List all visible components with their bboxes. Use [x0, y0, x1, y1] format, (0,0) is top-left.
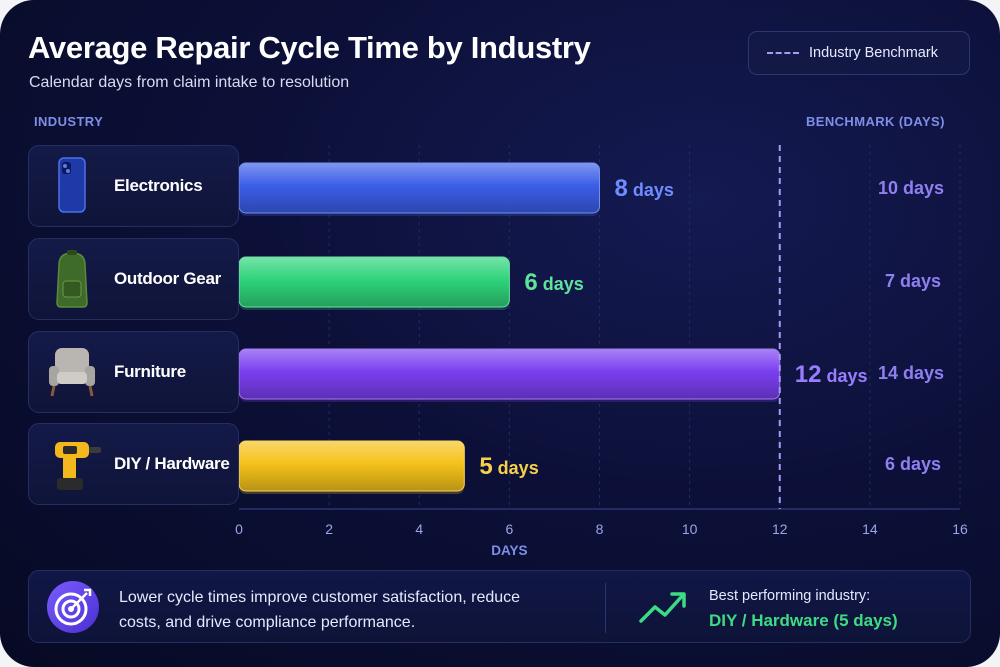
target-icon [46, 580, 100, 634]
x-tick-label: 10 [682, 521, 698, 537]
bar [238, 256, 510, 308]
power-drill-icon [37, 432, 107, 496]
footer-divider [605, 583, 606, 633]
bar-value-label: 8 days [615, 175, 674, 202]
industry-card-electronics: Electronics [28, 145, 239, 227]
bar [238, 162, 600, 214]
legend-label: Industry Benchmark [809, 45, 938, 61]
x-axis-title: DAYS [491, 543, 527, 558]
x-tick-label: 14 [862, 521, 878, 537]
x-tick-label: 8 [596, 521, 604, 537]
smartphone-icon [37, 154, 107, 218]
insight-footer: Lower cycle times improve customer satis… [28, 570, 971, 643]
backpack-icon [37, 247, 107, 311]
benchmark-value-diy-hardware: 6 days [885, 454, 942, 474]
bar [238, 348, 781, 400]
industry-card-furniture: Furniture [28, 331, 239, 413]
trend-up-icon [639, 589, 689, 625]
x-tick-label: 4 [415, 521, 423, 537]
chart-subtitle: Calendar days from claim intake to resol… [29, 74, 350, 91]
benchmark-value-outdoor-gear: 7 days [885, 271, 942, 291]
industry-label-diy-hardware: DIY / Hardware [114, 454, 230, 473]
bar-value-label: 6 days [524, 269, 583, 296]
benchmark-legend-swatch [767, 52, 799, 54]
legend: Industry Benchmark [748, 31, 970, 75]
chart-title: Average Repair Cycle Time by Industry [28, 30, 591, 65]
bar [238, 440, 465, 492]
armchair-icon [37, 340, 107, 404]
x-tick-label: 16 [952, 521, 968, 537]
bar-value-label: 5 days [479, 453, 538, 480]
x-tick-label: 6 [505, 521, 513, 537]
x-tick-label: 12 [772, 521, 788, 537]
benchmark-value-electronics: 10 days [878, 178, 945, 198]
industry-card-diy-hardware: DIY / Hardware [28, 423, 239, 505]
industry-card-outdoor-gear: Outdoor Gear [28, 238, 239, 320]
industry-label-electronics: Electronics [114, 176, 203, 195]
benchmark-column-header: BENCHMARK (DAYS) [806, 114, 945, 129]
footer-message: Lower cycle times improve customer satis… [119, 589, 521, 631]
best-performer-value: DIY / Hardware (5 days) [709, 611, 898, 630]
industry-column-header: INDUSTRY [34, 114, 104, 129]
industry-label-outdoor-gear: Outdoor Gear [114, 269, 221, 288]
benchmark-value-furniture: 14 days [878, 363, 945, 383]
industry-label-furniture: Furniture [114, 362, 186, 381]
best-performer-label: Best performing industry: [709, 588, 871, 604]
x-tick-label: 0 [235, 521, 243, 537]
bar-value-label: 12 days [795, 361, 868, 388]
x-tick-label: 2 [325, 521, 333, 537]
